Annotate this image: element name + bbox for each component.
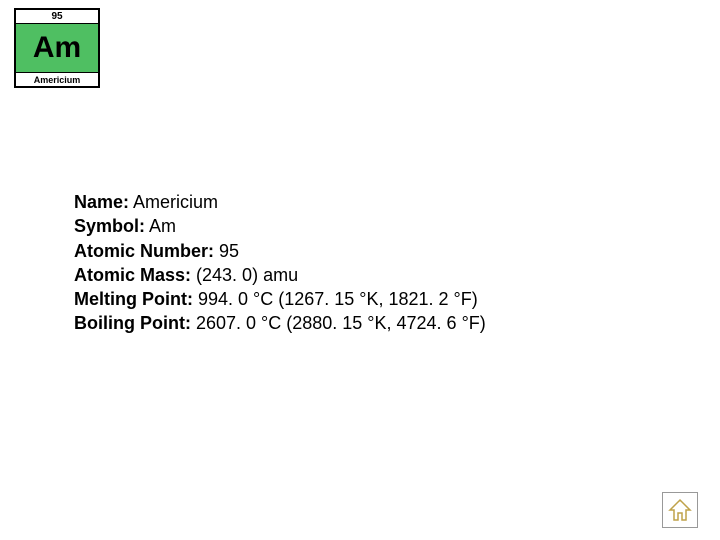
property-row: Symbol: Am <box>74 214 486 238</box>
element-tile: 95 Am Americium <box>14 8 100 88</box>
property-value: Americium <box>129 192 218 212</box>
property-label: Melting Point: <box>74 289 193 309</box>
property-label: Name: <box>74 192 129 212</box>
property-row: Atomic Mass: (243. 0) amu <box>74 263 486 287</box>
property-value: 2607. 0 °C (2880. 15 °K, 4724. 6 °F) <box>191 313 486 333</box>
property-label: Symbol: <box>74 216 145 236</box>
property-value: 95 <box>214 241 239 261</box>
tile-element-name: Americium <box>16 72 98 86</box>
property-row: Atomic Number: 95 <box>74 239 486 263</box>
tile-symbol: Am <box>16 24 98 72</box>
property-row: Melting Point: 994. 0 °C (1267. 15 °K, 1… <box>74 287 486 311</box>
property-label: Boiling Point: <box>74 313 191 333</box>
property-value: (243. 0) amu <box>191 265 298 285</box>
property-row: Name: Americium <box>74 190 486 214</box>
property-label: Atomic Number: <box>74 241 214 261</box>
property-row: Boiling Point: 2607. 0 °C (2880. 15 °K, … <box>74 311 486 335</box>
tile-atomic-number: 95 <box>16 10 98 24</box>
home-icon <box>666 496 694 524</box>
property-value: Am <box>145 216 176 236</box>
element-properties: Name: Americium Symbol: Am Atomic Number… <box>74 190 486 336</box>
property-label: Atomic Mass: <box>74 265 191 285</box>
home-button[interactable] <box>662 492 698 528</box>
property-value: 994. 0 °C (1267. 15 °K, 1821. 2 °F) <box>193 289 478 309</box>
